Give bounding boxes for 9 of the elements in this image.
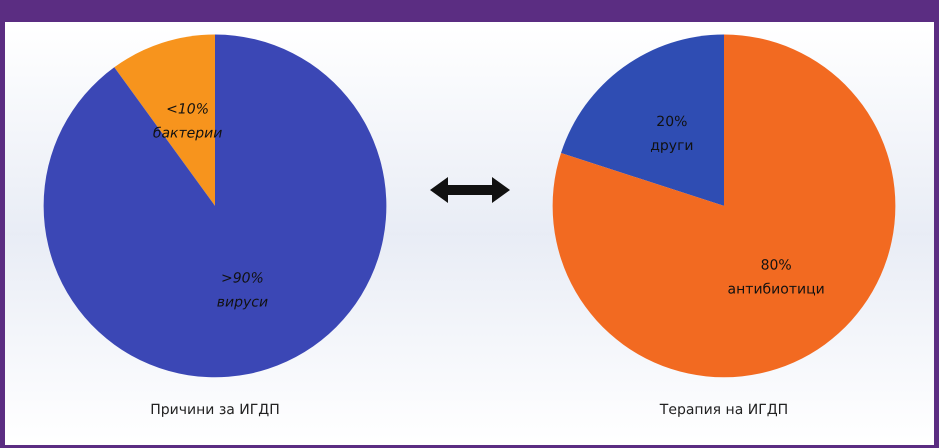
slice-label: антибиотици	[728, 282, 825, 298]
text: Терапия на ИГДП	[658, 402, 788, 418]
data-label: 80%	[760, 258, 792, 274]
slice-label: вируси	[216, 294, 268, 310]
data-label: 20%	[656, 114, 688, 130]
data-label: >90%	[220, 270, 264, 286]
text: Причини за ИГДП	[150, 402, 280, 418]
slice-label: други	[650, 138, 694, 154]
data-label: <10%	[166, 102, 210, 118]
